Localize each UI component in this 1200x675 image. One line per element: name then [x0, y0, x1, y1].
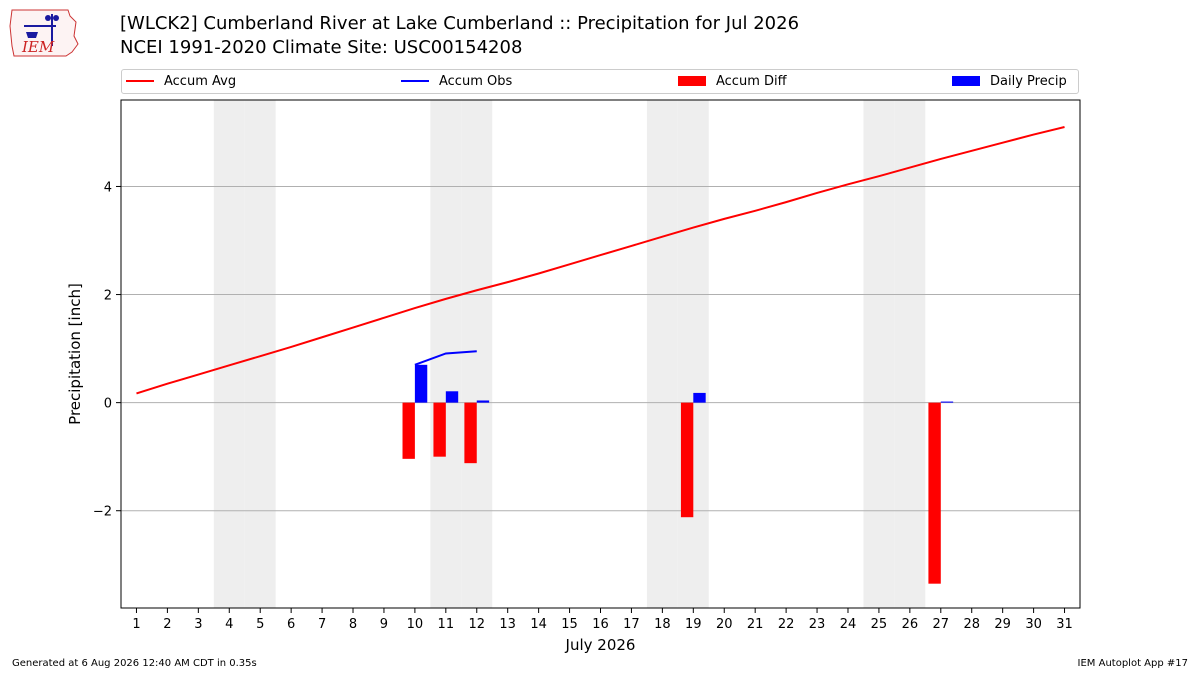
- x-tick-label-29: 29: [994, 617, 1011, 632]
- y-tick-label-0: 0: [104, 397, 112, 412]
- x-tick-label-19: 19: [685, 617, 702, 632]
- x-tick-label-6: 6: [287, 617, 295, 632]
- accum-avg-line: [136, 126, 1065, 395]
- accum-diff-bar-day-10: [402, 402, 415, 459]
- legend-swatch-daily-precip: [952, 75, 980, 86]
- x-tick-label-14: 14: [530, 617, 547, 632]
- x-tick-label-10: 10: [407, 617, 424, 632]
- x-tick-label-16: 16: [592, 617, 609, 632]
- legend-accum-diff: Accum Diff: [678, 73, 787, 91]
- x-tick-label-27: 27: [933, 617, 950, 632]
- legend-daily-precip: Daily Precip: [952, 73, 1067, 91]
- x-tick-label-22: 22: [778, 617, 795, 632]
- legend-label-accum-obs: Accum Obs: [439, 74, 513, 89]
- weekend-band-26: [894, 100, 926, 608]
- legend-accum-obs: Accum Obs: [401, 73, 512, 91]
- x-tick-label-24: 24: [840, 617, 857, 632]
- title-line-2: NCEI 1991-2020 Climate Site: USC00154208: [120, 37, 523, 58]
- x-tick-label-18: 18: [654, 617, 671, 632]
- weekend-band-19: [677, 100, 709, 608]
- x-tick-label-23: 23: [809, 617, 826, 632]
- y-tick-label-4: 4: [104, 180, 112, 195]
- accum-diff-bar-day-19: [680, 402, 694, 518]
- x-tick-label-8: 8: [349, 617, 357, 632]
- x-tick-label-11: 11: [438, 617, 455, 632]
- weekend-band-12: [461, 100, 493, 608]
- daily-precip-bar-day-11: [445, 391, 459, 403]
- x-tick-label-4: 4: [225, 617, 233, 632]
- legend-swatch-accum-diff: [678, 75, 706, 86]
- x-tick-label-2: 2: [163, 617, 171, 632]
- chart-legend: Accum Avg Accum Obs Accum Diff Daily Pre…: [121, 69, 1079, 94]
- daily-precip-bar-day-10: [414, 364, 428, 403]
- x-tick-label-28: 28: [963, 617, 980, 632]
- x-tick-label-20: 20: [716, 617, 733, 632]
- legend-label-accum-diff: Accum Diff: [716, 74, 787, 89]
- x-tick-label-17: 17: [623, 617, 640, 632]
- x-tick-label-13: 13: [499, 617, 516, 632]
- x-tick-label-21: 21: [747, 617, 764, 632]
- x-tick-label-15: 15: [561, 617, 578, 632]
- legend-accum-avg: Accum Avg: [126, 73, 236, 91]
- legend-swatch-accum-obs: [401, 79, 429, 82]
- title-line-1: [WLCK2] Cumberland River at Lake Cumberl…: [120, 13, 800, 34]
- weekend-band-4: [213, 100, 245, 608]
- y-tick-label--2: −2: [93, 505, 112, 520]
- x-tick-label-1: 1: [132, 617, 140, 632]
- logo-text: IEM: [21, 38, 55, 56]
- legend-swatch-accum-avg: [126, 79, 154, 82]
- footer-generated: Generated at 6 Aug 2026 12:40 AM CDT in …: [12, 658, 257, 669]
- x-tick-label-26: 26: [902, 617, 919, 632]
- x-axis-label: July 2026: [565, 636, 636, 654]
- x-tick-label-30: 30: [1025, 617, 1042, 632]
- accum-diff-bar-day-11: [433, 402, 446, 457]
- x-tick-label-9: 9: [380, 617, 388, 632]
- iem-logo: IEM: [8, 6, 82, 58]
- legend-label-accum-avg: Accum Avg: [164, 74, 237, 89]
- daily-precip-bar-day-19: [693, 392, 706, 403]
- weekend-band-18: [646, 100, 678, 608]
- weekend-band-5: [244, 100, 276, 608]
- weekend-band-25: [863, 100, 895, 608]
- accum-diff-bar-day-12: [464, 402, 477, 464]
- x-tick-label-3: 3: [194, 617, 202, 632]
- x-tick-label-5: 5: [256, 617, 264, 632]
- y-axis-label: Precipitation [inch]: [66, 283, 84, 425]
- x-tick-label-25: 25: [871, 617, 888, 632]
- x-tick-label-12: 12: [468, 617, 485, 632]
- x-tick-label-7: 7: [318, 617, 326, 632]
- accum-obs-line: [414, 350, 477, 366]
- y-tick-label-2: 2: [104, 289, 112, 304]
- x-tick-label-31: 31: [1056, 617, 1073, 632]
- accum-diff-bar-day-27: [928, 402, 941, 584]
- daily-precip-bar-day-12: [476, 400, 490, 403]
- daily-precip-bar-day-27: [940, 401, 954, 403]
- footer-app: IEM Autoplot App #17: [1077, 658, 1188, 669]
- legend-label-daily-precip: Daily Precip: [990, 74, 1067, 89]
- chart-title: [WLCK2] Cumberland River at Lake Cumberl…: [120, 12, 799, 60]
